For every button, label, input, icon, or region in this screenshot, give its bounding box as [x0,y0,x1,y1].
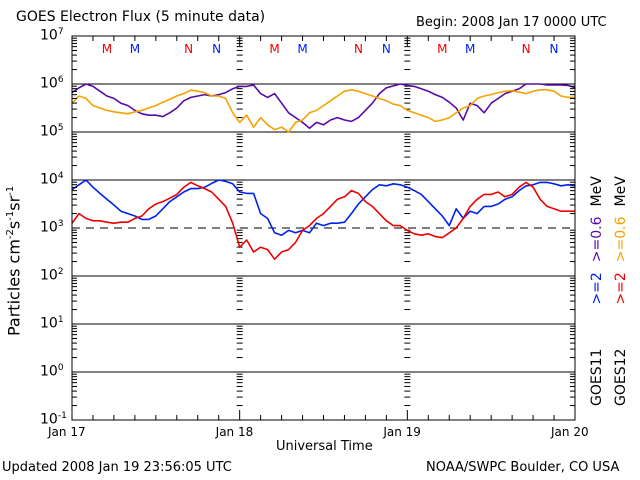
y-axis-label-base: Particles cm [4,239,24,336]
series-line [71,83,576,129]
chart-title: GOES Electron Flux (5 minute data) [16,9,266,25]
legend-goes12-2mev: >=2 [613,272,629,305]
plot-frame [71,35,576,421]
mn-marker: M [102,42,112,56]
y-tick-label: 105 [40,124,64,139]
y-tick-base: 10 [40,267,58,284]
y-tick-label: 106 [40,76,64,91]
y-tick-label: 101 [40,316,64,331]
mn-marker: M [465,42,475,56]
y-axis-label-exp2: -1 [5,210,16,221]
y-tick-exponent: 3 [57,219,64,229]
mn-marker: M [297,42,307,56]
y-tick-base: 10 [40,411,58,428]
legend-goes12-label: GOES12 [613,348,629,406]
mn-marker: N [212,42,221,56]
y-tick-label: 107 [40,28,64,43]
y-tick-exponent: 2 [57,267,64,277]
decade-gridlines [72,37,575,407]
y-tick-exponent: -1 [57,411,67,421]
legend-goes11-label: GOES11 [589,348,605,406]
mn-marker: N [522,42,531,56]
y-tick-exponent: 7 [57,27,64,37]
y-tick-exponent: 5 [57,123,64,133]
x-tick-label: Jan 17 [48,425,86,439]
series-lines [71,83,576,261]
legend-goes11-2mev: >=2 [589,272,605,305]
mn-marker: N [382,42,391,56]
begin-time: Begin: 2008 Jan 17 0000 UTC [416,15,607,30]
credit-text: NOAA/SWPC Boulder, CO USA [426,460,620,475]
y-tick-base: 10 [40,363,58,380]
y-tick-base: 10 [40,27,58,44]
mn-marker: N [550,42,559,56]
legend-unit-1: MeV [589,176,605,207]
y-axis-label-sr: sr [4,195,24,211]
y-tick-label: 100 [40,364,64,379]
mn-marker: M [269,42,279,56]
y-tick-exponent: 4 [57,171,64,181]
mn-marker: M [130,42,140,56]
series-line [71,89,575,133]
mn-marker: M [437,42,447,56]
y-tick-base: 10 [40,219,58,236]
y-axis-label-s: s [4,220,24,230]
y-axis-label: Particles cm-2s-1sr-1 [4,185,24,336]
legend-goes11: GOES11 >=2 >=0.6 MeV [589,176,605,406]
mn-marker: N [184,42,193,56]
y-axis-label-exp1: -2 [5,229,16,240]
legend-goes12-06mev: >=0.6 [613,216,629,263]
y-axis-label-exp3: -1 [5,185,16,196]
y-tick-label: 103 [40,220,64,235]
legend-unit-2: MeV [613,176,629,207]
y-tick-base: 10 [40,123,58,140]
x-tick-label: Jan 18 [215,425,254,439]
mn-marker: N [354,42,363,56]
x-tick-label: Jan 20 [551,425,589,439]
y-tick-label: 10-1 [40,412,67,427]
y-tick-base: 10 [40,171,58,188]
y-tick-label: 104 [40,172,64,187]
y-tick-base: 10 [40,315,58,332]
legend-goes11-06mev: >=0.6 [589,216,605,263]
updated-timestamp: Updated 2008 Jan 19 23:56:05 UTC [2,460,232,475]
legend-goes12: GOES12 >=2 >=0.6 MeV [613,176,629,406]
y-tick-base: 10 [40,75,58,92]
x-axis-label: Universal Time [276,439,373,454]
x-tick-label: Jan 19 [383,425,421,439]
y-tick-exponent: 0 [57,363,64,373]
y-tick-label: 102 [40,268,64,283]
y-tick-exponent: 1 [57,315,64,325]
series-line [71,181,575,261]
y-tick-exponent: 6 [57,75,64,85]
series-line [71,179,576,236]
